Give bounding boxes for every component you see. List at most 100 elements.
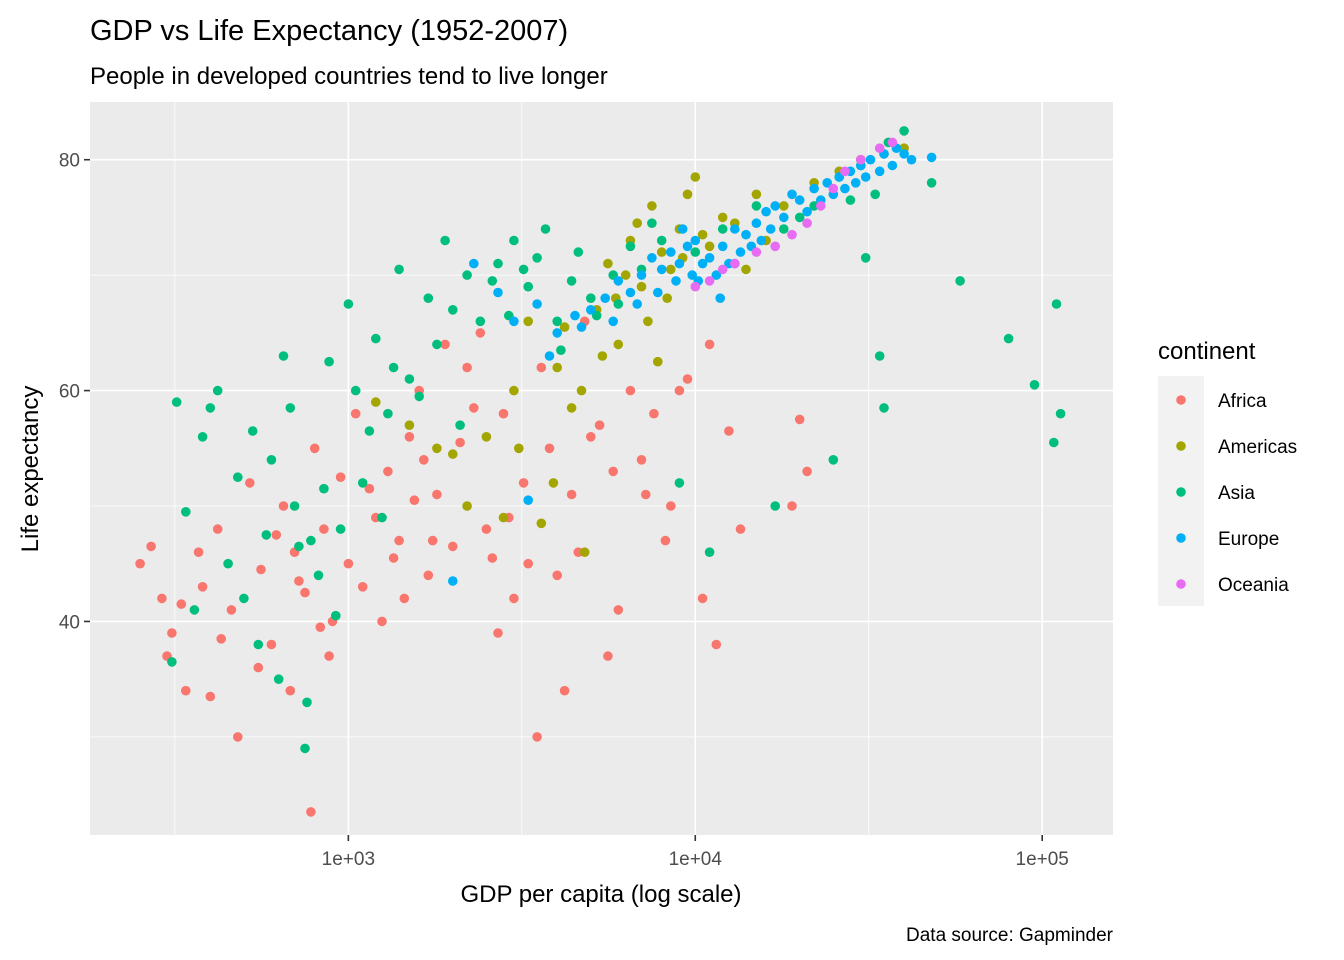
data-point-africa	[350, 408, 361, 419]
series-oceania	[690, 137, 898, 292]
data-point-europe	[600, 293, 610, 304]
data-point-americas	[751, 189, 762, 200]
data-point-americas	[603, 258, 613, 269]
legend-key-africa	[1176, 395, 1186, 405]
major-gridlines	[90, 102, 1113, 835]
data-point-americas	[741, 264, 751, 275]
data-point-africa	[794, 414, 805, 425]
data-point-africa	[226, 605, 237, 615]
data-point-europe	[770, 201, 780, 211]
data-point-asia	[462, 270, 472, 280]
x-tick-label: 1e+05	[1016, 849, 1069, 870]
data-point-asia	[261, 530, 272, 540]
plot-panel	[90, 102, 1113, 835]
data-point-asia	[388, 362, 399, 373]
data-point-africa	[448, 541, 458, 552]
data-point-europe	[656, 264, 667, 275]
legend-key-asia	[1176, 487, 1186, 497]
data-point-africa	[324, 651, 334, 661]
data-point-asia	[423, 293, 434, 304]
data-point-europe	[779, 212, 789, 223]
data-point-africa	[245, 478, 255, 488]
data-point-oceania	[802, 218, 812, 228]
data-point-africa	[364, 483, 375, 494]
data-point-europe	[765, 224, 776, 234]
data-point-europe	[647, 252, 657, 263]
data-point-americas	[653, 356, 663, 367]
chart-caption: Data source: Gapminder	[906, 925, 1114, 946]
data-point-africa	[536, 362, 547, 373]
data-point-europe	[865, 154, 876, 165]
data-point-oceania	[717, 264, 728, 275]
data-point-europe	[860, 172, 871, 182]
data-point-asia	[899, 126, 909, 136]
data-point-asia	[331, 610, 341, 621]
legend-key-europe	[1176, 533, 1186, 543]
data-point-africa	[649, 408, 659, 419]
chart-subtitle: People in developed countries tend to li…	[90, 63, 608, 90]
data-point-asia	[656, 235, 667, 246]
data-point-europe	[625, 287, 636, 298]
data-point-asia	[770, 501, 780, 511]
data-point-africa	[205, 691, 216, 702]
data-point-asia	[523, 281, 533, 292]
data-point-africa	[256, 564, 266, 575]
data-point-americas	[662, 293, 672, 304]
data-point-asia	[377, 512, 387, 523]
data-point-oceania	[828, 183, 839, 194]
data-point-asia	[247, 426, 258, 436]
data-point-asia	[751, 201, 762, 211]
data-point-africa	[711, 639, 722, 650]
data-point-asia	[335, 524, 346, 534]
data-point-asia	[181, 507, 191, 517]
data-point-africa	[306, 807, 316, 817]
data-point-europe	[493, 287, 503, 298]
data-point-europe	[613, 276, 624, 286]
data-point-africa	[455, 437, 465, 448]
data-point-asia	[1049, 437, 1059, 448]
data-point-africa	[735, 524, 746, 534]
series-africa	[135, 316, 812, 817]
data-point-africa	[135, 558, 145, 569]
data-point-africa	[566, 489, 577, 500]
data-point-europe	[570, 310, 580, 321]
legend-label-americas: Americas	[1218, 437, 1297, 458]
data-point-asia	[625, 241, 636, 252]
data-point-africa	[419, 455, 429, 465]
data-point-europe	[906, 154, 917, 165]
data-point-europe	[741, 229, 751, 240]
data-point-asia	[1051, 299, 1062, 309]
data-point-africa	[319, 524, 329, 534]
data-point-americas	[559, 322, 570, 332]
data-point-americas	[717, 212, 728, 223]
data-point-asia	[300, 743, 310, 754]
data-point-africa	[309, 443, 320, 454]
data-point-africa	[487, 553, 498, 563]
data-point-europe	[690, 235, 701, 246]
data-point-asia	[289, 501, 300, 511]
legend-label-africa: Africa	[1218, 391, 1267, 412]
data-point-asia	[518, 264, 529, 275]
data-point-asia	[586, 293, 596, 304]
data-point-americas	[597, 351, 608, 361]
data-point-asia	[874, 351, 885, 361]
data-point-europe	[636, 270, 647, 280]
data-point-asia	[566, 276, 577, 286]
data-point-africa	[335, 472, 346, 483]
data-point-europe	[682, 241, 693, 252]
data-point-asia	[223, 558, 233, 569]
data-point-asia	[540, 224, 551, 234]
data-point-asia	[266, 455, 277, 465]
data-point-africa	[613, 605, 624, 615]
data-point-asia	[306, 535, 316, 546]
data-point-africa	[509, 593, 519, 604]
data-point-europe	[677, 224, 688, 234]
data-point-oceania	[751, 247, 762, 257]
data-point-asia	[860, 252, 871, 263]
data-point-africa	[253, 662, 264, 673]
data-point-asia	[955, 276, 965, 286]
data-point-americas	[779, 201, 789, 211]
data-point-americas	[576, 385, 587, 396]
data-point-europe	[448, 576, 458, 586]
